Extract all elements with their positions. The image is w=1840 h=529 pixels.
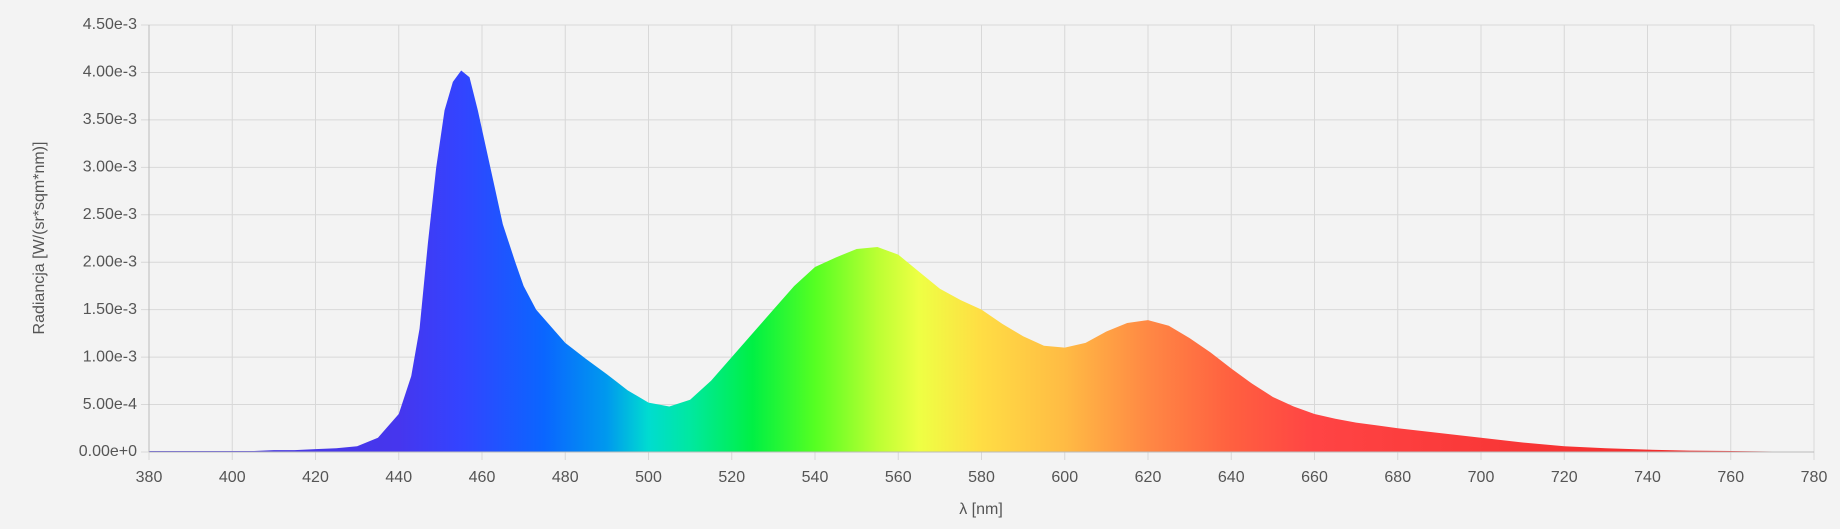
y-tick-label: 4.00e-3 bbox=[83, 64, 137, 81]
x-axis-title: λ [nm] bbox=[959, 501, 1003, 518]
spectrum-area bbox=[149, 70, 1814, 453]
x-tick-label: 440 bbox=[385, 469, 412, 486]
x-tick-label: 740 bbox=[1634, 469, 1661, 486]
y-tick-label: 2.50e-3 bbox=[83, 206, 137, 223]
x-tick-label: 520 bbox=[718, 469, 745, 486]
x-tick-label: 760 bbox=[1717, 469, 1744, 486]
y-tick-label: 1.00e-3 bbox=[83, 348, 137, 365]
x-tick-label: 620 bbox=[1135, 469, 1162, 486]
x-tick-label: 720 bbox=[1551, 469, 1578, 486]
x-tick-label: 400 bbox=[219, 469, 246, 486]
x-tick-label: 420 bbox=[302, 469, 329, 486]
y-tick-label: 5.00e-4 bbox=[83, 396, 137, 413]
x-tick-label: 640 bbox=[1218, 469, 1245, 486]
x-tick-label: 380 bbox=[136, 469, 163, 486]
x-tick-label: 560 bbox=[885, 469, 912, 486]
x-tick-label: 700 bbox=[1468, 469, 1495, 486]
x-tick-label: 580 bbox=[968, 469, 995, 486]
y-tick-label: 3.00e-3 bbox=[83, 159, 137, 176]
x-tick-label: 780 bbox=[1801, 469, 1828, 486]
x-tick-label: 480 bbox=[552, 469, 579, 486]
x-tick-label: 600 bbox=[1051, 469, 1078, 486]
y-tick-label: 2.00e-3 bbox=[83, 253, 137, 270]
x-tick-label: 460 bbox=[469, 469, 496, 486]
y-tick-label: 0.00e+0 bbox=[79, 443, 137, 460]
y-tick-label: 4.50e-3 bbox=[83, 16, 137, 33]
y-axis-title: Radiancja [W/(sr*sqm*nm)] bbox=[31, 142, 48, 335]
y-tick-label: 3.50e-3 bbox=[83, 111, 137, 128]
x-tick-label: 540 bbox=[802, 469, 829, 486]
x-tick-label: 660 bbox=[1301, 469, 1328, 486]
x-tick-label: 500 bbox=[635, 469, 662, 486]
x-tick-label: 680 bbox=[1384, 469, 1411, 486]
y-tick-label: 1.50e-3 bbox=[83, 301, 137, 318]
